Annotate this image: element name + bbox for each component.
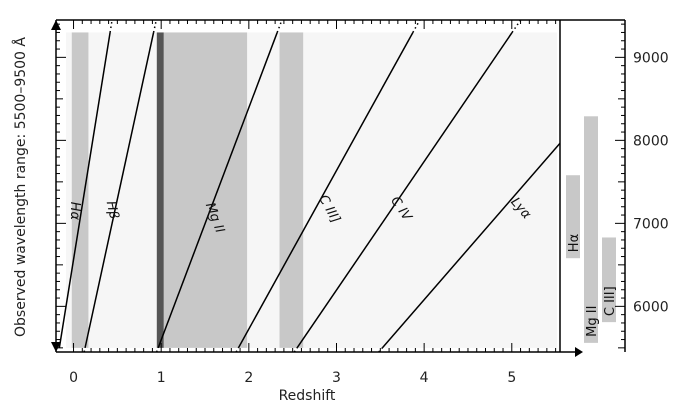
y-axis-label: Observed wavelength range: 5500–9500 Å	[12, 37, 29, 337]
side-bar-label-2: C III]	[603, 286, 618, 316]
x-tick-label: 5	[507, 370, 516, 386]
observed-window	[66, 32, 557, 348]
x-tick-label: 3	[332, 370, 341, 386]
y-tick-label: 8000	[633, 133, 669, 149]
line-c-iv-ext-high	[511, 19, 522, 33]
plot-background	[66, 32, 557, 348]
x-tick-label: 0	[69, 370, 78, 386]
side-bar-0	[566, 175, 580, 259]
x-tick-label: 4	[420, 370, 429, 386]
line-label-h: Hα	[67, 202, 82, 221]
y-tick-label: 7000	[633, 216, 669, 232]
y-arrow-down	[51, 342, 61, 352]
line-mg-ii	[157, 32, 278, 349]
band-0	[71, 32, 89, 348]
y-tick-label: 9000	[633, 50, 669, 66]
line-c-iv	[296, 32, 513, 349]
side-bar-2	[602, 237, 616, 323]
band-3	[279, 32, 304, 348]
x-arrow-right	[575, 347, 583, 357]
line-h-ext-high	[109, 19, 113, 33]
redshift-bands	[71, 32, 304, 348]
line-h	[58, 32, 111, 348]
line-h-ext-high	[152, 19, 158, 33]
x-axis-label: Redshift	[279, 388, 336, 404]
line-c-iii-ext-high	[412, 19, 421, 33]
side-bar-label-0: Hα	[567, 234, 582, 252]
line-h	[84, 32, 155, 349]
line-label-h: Hβ	[103, 200, 121, 221]
y-arrow-up	[51, 20, 61, 30]
y-tick-label: 6000	[633, 299, 669, 315]
line-mg-ii-ext-high	[276, 19, 283, 33]
axes: 0 1 2 3 4 5 6000 7000 8000 9000	[51, 19, 669, 386]
line-c-iii	[237, 32, 414, 349]
x-tick-label: 2	[244, 370, 253, 386]
x-tick-label: 1	[157, 370, 166, 386]
side-bar-1	[584, 116, 598, 343]
side-bar-label-1: Mg II	[585, 306, 600, 337]
line-ly	[381, 142, 561, 349]
band-1	[156, 32, 164, 348]
side-bar-panel: Hα Mg IIC III]	[566, 116, 618, 343]
